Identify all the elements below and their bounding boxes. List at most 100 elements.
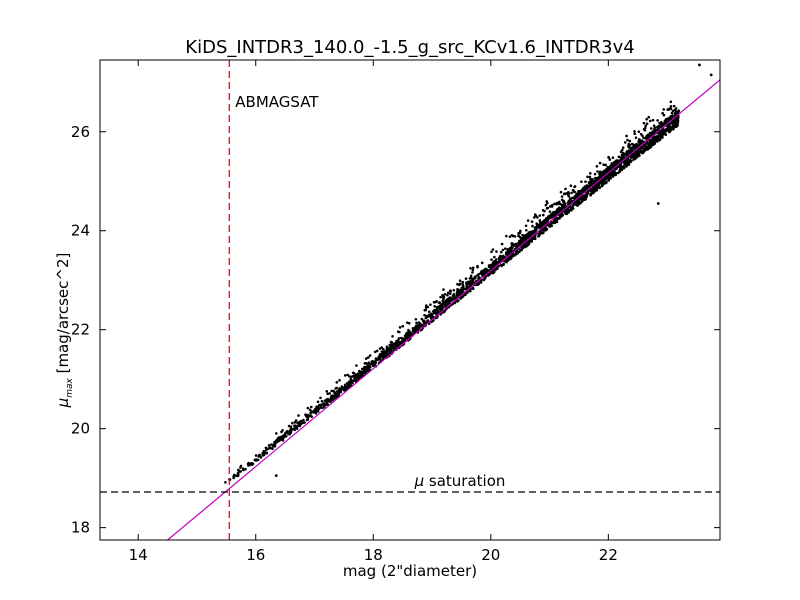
scatter-point <box>567 195 571 198</box>
scatter-point <box>224 481 227 484</box>
scatter-point <box>388 343 392 347</box>
scatter-point <box>548 205 552 208</box>
scatter-point <box>320 399 324 403</box>
scatter-point <box>335 381 339 384</box>
scatter-point <box>427 310 431 314</box>
scatter-point <box>667 124 670 128</box>
scatter-point <box>273 440 276 444</box>
scatter-point <box>471 277 475 280</box>
scatter-point <box>310 410 313 413</box>
scatter-point <box>422 322 426 325</box>
scatter-point <box>662 130 666 133</box>
scatter-point <box>306 406 310 410</box>
scatter-point <box>545 200 549 203</box>
scatter-point <box>317 407 321 411</box>
scatter-point <box>334 387 338 390</box>
scatter-point <box>483 277 486 281</box>
y-axis-label-group: μmax [mag/arcsec^2] <box>54 253 75 409</box>
scatter-point <box>471 286 475 290</box>
scatter-point <box>441 304 444 308</box>
scatter-point <box>442 297 445 301</box>
scatter-point <box>364 361 368 365</box>
scatter-point <box>490 263 494 267</box>
saturation-label: μ saturation <box>414 472 506 490</box>
scatter-point <box>673 111 677 115</box>
scatter-point <box>319 405 323 409</box>
scatter-point <box>387 350 390 353</box>
scatter-point <box>480 261 484 265</box>
scatter-point <box>607 155 610 159</box>
scatter-point <box>335 390 339 393</box>
scatter-point <box>271 447 274 451</box>
scatter-point <box>458 279 462 282</box>
scatter-point <box>656 119 659 122</box>
scatter-point <box>358 373 362 376</box>
scatter-point <box>427 313 431 317</box>
scatter-point <box>698 63 701 67</box>
y-axis-symbol: μ <box>54 398 72 409</box>
scatter-point <box>461 283 465 287</box>
scatter-point <box>244 467 247 471</box>
scatter-point <box>588 172 592 175</box>
scatter-point <box>525 244 529 247</box>
scatter-point <box>446 293 449 297</box>
scatter-point <box>513 235 517 238</box>
scatter-point <box>537 232 541 236</box>
scatter-point <box>542 221 546 225</box>
scatter-point <box>259 456 263 459</box>
scatter-point <box>533 213 537 216</box>
scatter-point <box>331 398 334 402</box>
scatter-point <box>522 235 526 238</box>
scatter-point <box>401 339 405 343</box>
scatter-point <box>620 153 624 157</box>
scatter-point <box>292 427 296 431</box>
x-axis-label: mag (2"diameter) <box>343 562 477 580</box>
scatter-point <box>399 336 403 340</box>
scatter-point <box>443 301 446 305</box>
scatter-point <box>611 156 615 160</box>
scatter-point <box>666 118 670 121</box>
scatter-point <box>254 454 258 457</box>
scatter-point <box>609 174 612 178</box>
scatter-point <box>482 270 485 274</box>
scatter-point <box>586 175 589 179</box>
x-tick-label: 22 <box>599 546 618 564</box>
scatter-point <box>471 268 475 272</box>
scatter-point <box>647 143 651 147</box>
scatter-point <box>497 256 501 260</box>
x-tick-label: 14 <box>129 546 148 564</box>
scatter-point <box>523 245 526 248</box>
scatter-point <box>508 258 511 261</box>
scatter-point <box>538 214 542 217</box>
x-tick-label: 16 <box>246 546 265 564</box>
scatter-point <box>291 421 294 425</box>
scatter-point <box>629 150 632 154</box>
scatter-point <box>570 191 573 195</box>
scatter-point <box>709 73 713 77</box>
scatter-point <box>668 107 672 110</box>
scatter-point <box>270 443 273 446</box>
scatter-point <box>637 150 640 153</box>
scatter-point <box>645 145 649 149</box>
scatter-point <box>418 322 422 325</box>
scatter-point <box>378 347 382 350</box>
scatter-point <box>677 109 681 113</box>
scatter-point <box>330 389 334 393</box>
scatter-point <box>564 212 568 215</box>
scatter-point <box>465 284 469 288</box>
scatter-point <box>333 397 336 400</box>
scatter-point <box>279 435 283 439</box>
scatter-point <box>526 232 529 236</box>
scatter-point <box>296 424 300 428</box>
scatter-point <box>637 152 641 155</box>
scatter-point <box>669 104 673 108</box>
scatter-point <box>532 216 536 219</box>
scatter-point <box>569 184 573 188</box>
scatter-point <box>353 375 357 378</box>
scatter-point <box>633 132 637 136</box>
scatter-point <box>640 146 644 150</box>
scatter-point <box>514 250 518 254</box>
scatter-point <box>420 317 424 321</box>
scatter-point <box>584 180 587 183</box>
scatter-point <box>505 234 508 238</box>
